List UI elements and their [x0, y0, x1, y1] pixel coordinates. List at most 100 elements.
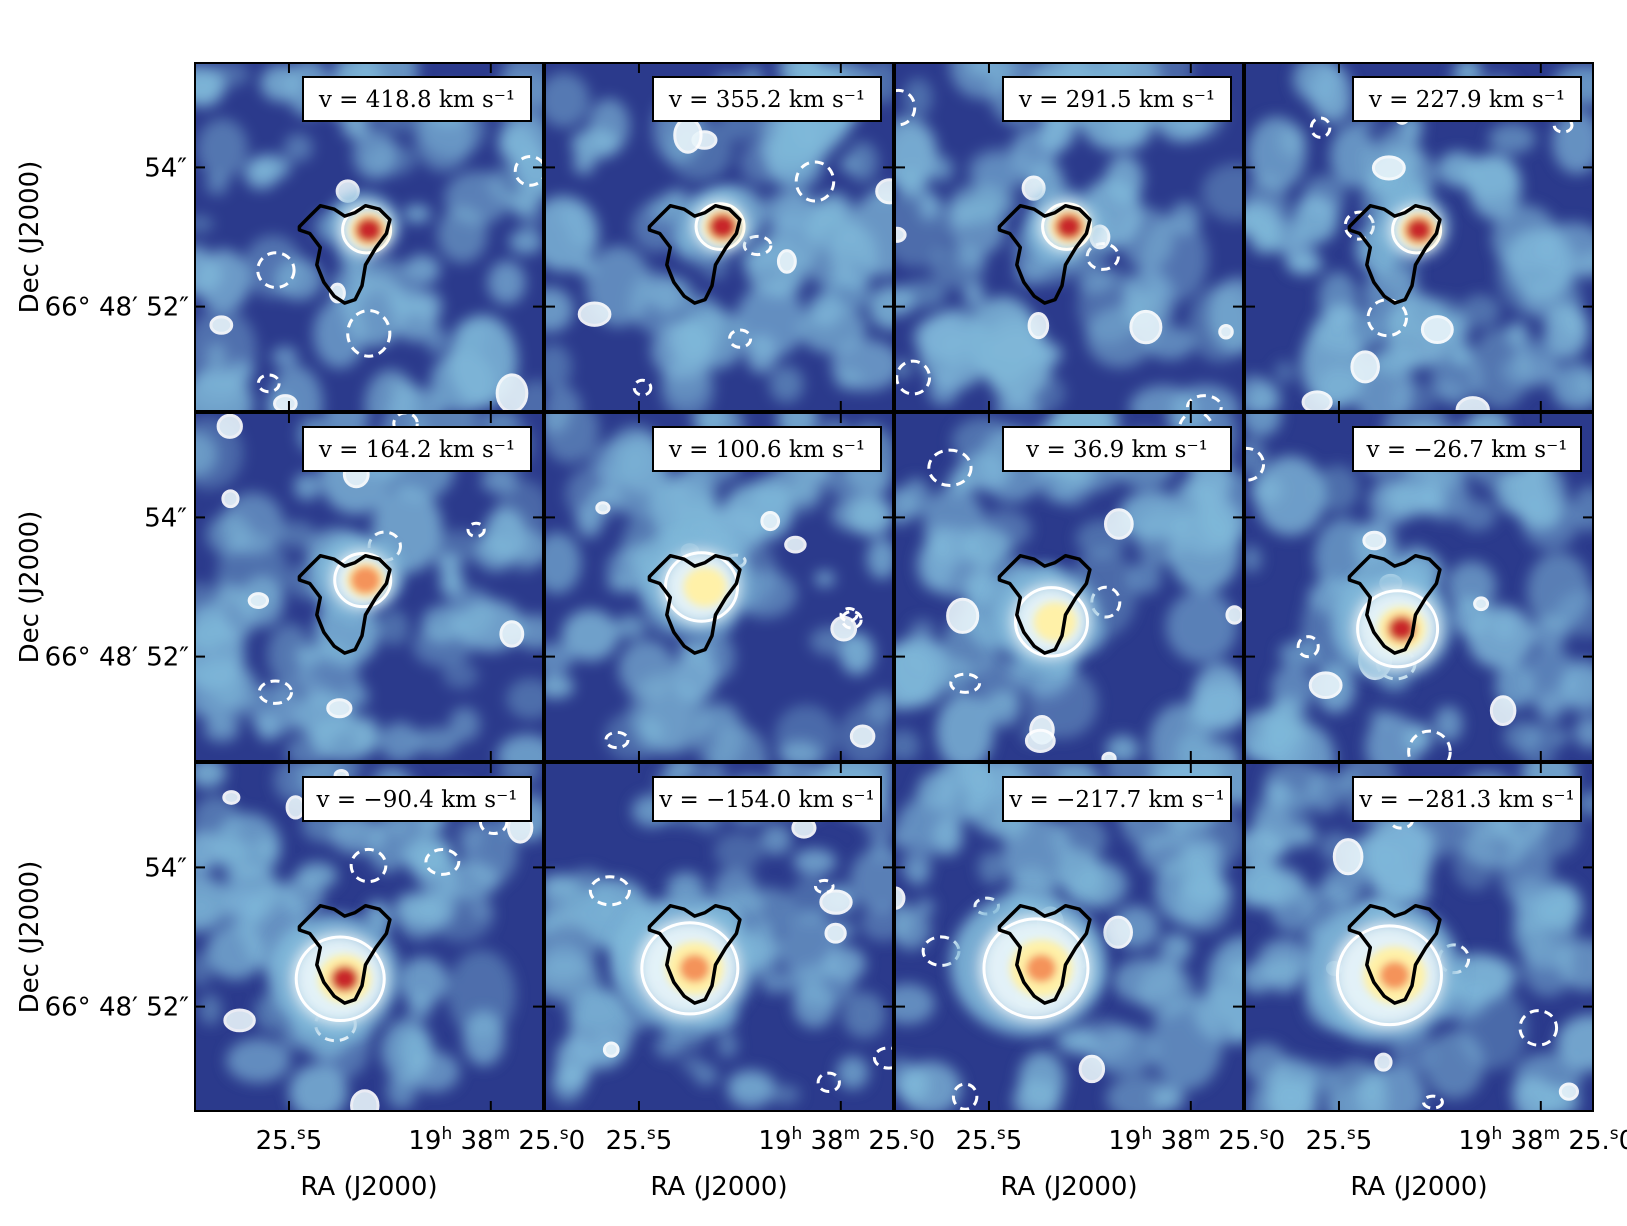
velocity-label: v = 418.8 km s⁻¹	[318, 87, 515, 113]
reference-contour	[997, 203, 1092, 305]
velocity-label: v = 164.2 km s⁻¹	[318, 437, 515, 463]
channel-panel: v = 291.5 km s⁻¹	[894, 62, 1244, 412]
source-emission	[1027, 189, 1099, 256]
negative-contour	[1309, 116, 1332, 139]
x-tick-label: 25.s5	[606, 1124, 673, 1156]
velocity-label: v = 355.2 km s⁻¹	[668, 87, 865, 113]
reference-contour	[297, 553, 392, 655]
y-axis-label: Dec (J2000)	[15, 861, 45, 1014]
reference-contour	[647, 203, 742, 305]
negative-contour	[742, 234, 773, 257]
panel-frame	[1244, 412, 1594, 762]
x-tick-label: 25.s5	[1306, 1124, 1373, 1156]
source-contour	[333, 551, 393, 609]
reference-contour	[1347, 903, 1442, 1005]
source-contour	[982, 917, 1090, 1020]
reference-contour	[1347, 203, 1442, 305]
y-tick-label: 54″	[144, 153, 187, 183]
negative-contour	[466, 521, 486, 538]
panel-frame	[544, 762, 894, 1112]
velocity-label-box	[302, 776, 532, 822]
tick-marks	[895, 413, 1243, 761]
negative-contour	[1407, 729, 1452, 761]
x-axis-label: RA (J2000)	[650, 1172, 787, 1202]
tick-marks	[195, 413, 543, 761]
velocity-label: v = −217.7 km s⁻¹	[1008, 787, 1225, 813]
negative-contour	[794, 160, 836, 203]
negative-contour	[951, 1082, 979, 1111]
channel-panel: v = 227.9 km s⁻¹	[1244, 62, 1594, 412]
source-emission	[950, 892, 1107, 1036]
panel-frame	[1244, 62, 1594, 412]
tick-marks	[895, 63, 1243, 411]
negative-contour	[346, 309, 392, 358]
reference-contour	[1347, 553, 1442, 655]
tick-marks	[1245, 763, 1593, 1111]
x-axis-label: RA (J2000)	[1350, 1172, 1487, 1202]
negative-contour	[1343, 210, 1375, 241]
negative-contour	[256, 251, 296, 289]
noise-contours	[927, 413, 1243, 761]
velocity-label-box	[1002, 76, 1232, 122]
tick-marks	[545, 63, 893, 411]
y-tick-label: 66° 48′ 52″	[45, 993, 190, 1023]
y-tick-label: 54″	[144, 853, 187, 883]
source-contour	[294, 935, 386, 1023]
x-tick-label: 25.s5	[256, 1124, 323, 1156]
reference-contour	[647, 553, 742, 655]
reference-contour	[297, 203, 392, 305]
velocity-label-box	[1352, 776, 1582, 822]
noise-contours	[595, 501, 876, 750]
panel-frame	[1244, 762, 1594, 1112]
panel-frame	[894, 412, 1244, 762]
source-contour	[640, 921, 740, 1016]
tick-marks	[195, 63, 543, 411]
velocity-label: v = −26.7 km s⁻¹	[1366, 437, 1568, 463]
reference-contour	[997, 553, 1092, 655]
negative-contour	[895, 359, 932, 396]
y-tick-label: 66° 48′ 52″	[45, 293, 190, 323]
negative-contour	[1085, 242, 1120, 271]
negative-contour	[513, 154, 543, 187]
negative-contour	[478, 809, 509, 836]
negative-contour	[604, 730, 630, 750]
negative-contour	[949, 672, 982, 694]
source-contour	[1356, 589, 1440, 669]
tick-marks	[545, 763, 893, 1111]
tick-marks	[545, 413, 893, 761]
channel-panel: v = −154.0 km s⁻¹	[544, 762, 894, 1112]
y-tick-label: 54″	[144, 503, 187, 533]
reference-contour	[997, 903, 1092, 1005]
velocity-label-box	[1352, 76, 1582, 122]
velocity-label-box	[652, 776, 882, 822]
panel-frame	[544, 412, 894, 762]
noise-contours	[1301, 104, 1574, 411]
channel-panel: v = −26.7 km s⁻¹	[1244, 412, 1594, 762]
velocity-label: v = 291.5 km s⁻¹	[1018, 87, 1215, 113]
panel-frame	[894, 762, 1244, 1112]
reference-contour	[297, 903, 392, 1005]
panel-frame	[894, 62, 1244, 412]
source-contour	[1013, 586, 1089, 658]
negative-contour	[1421, 1094, 1444, 1110]
source-contour	[1335, 924, 1443, 1027]
velocity-label-box	[302, 426, 532, 472]
negative-contour	[424, 847, 461, 876]
velocity-label-box	[302, 76, 532, 122]
tick-marks	[895, 763, 1243, 1111]
x-tick-label: 25.s5	[956, 1124, 1023, 1156]
source-emission	[267, 914, 400, 1036]
velocity-label: v = −154.0 km s⁻¹	[658, 787, 875, 813]
negative-contour	[588, 875, 631, 907]
velocity-label: v = 227.9 km s⁻¹	[1368, 87, 1565, 113]
panel-frame	[194, 62, 544, 412]
negative-contour	[257, 679, 294, 705]
x-axis-label: RA (J2000)	[1000, 1172, 1137, 1202]
source-emission	[610, 898, 755, 1031]
negative-contour	[728, 328, 753, 349]
x-axis-label: RA (J2000)	[300, 1172, 437, 1202]
source-contour	[1041, 202, 1093, 251]
velocity-label-box	[652, 76, 882, 122]
velocity-label-box	[1352, 426, 1582, 472]
